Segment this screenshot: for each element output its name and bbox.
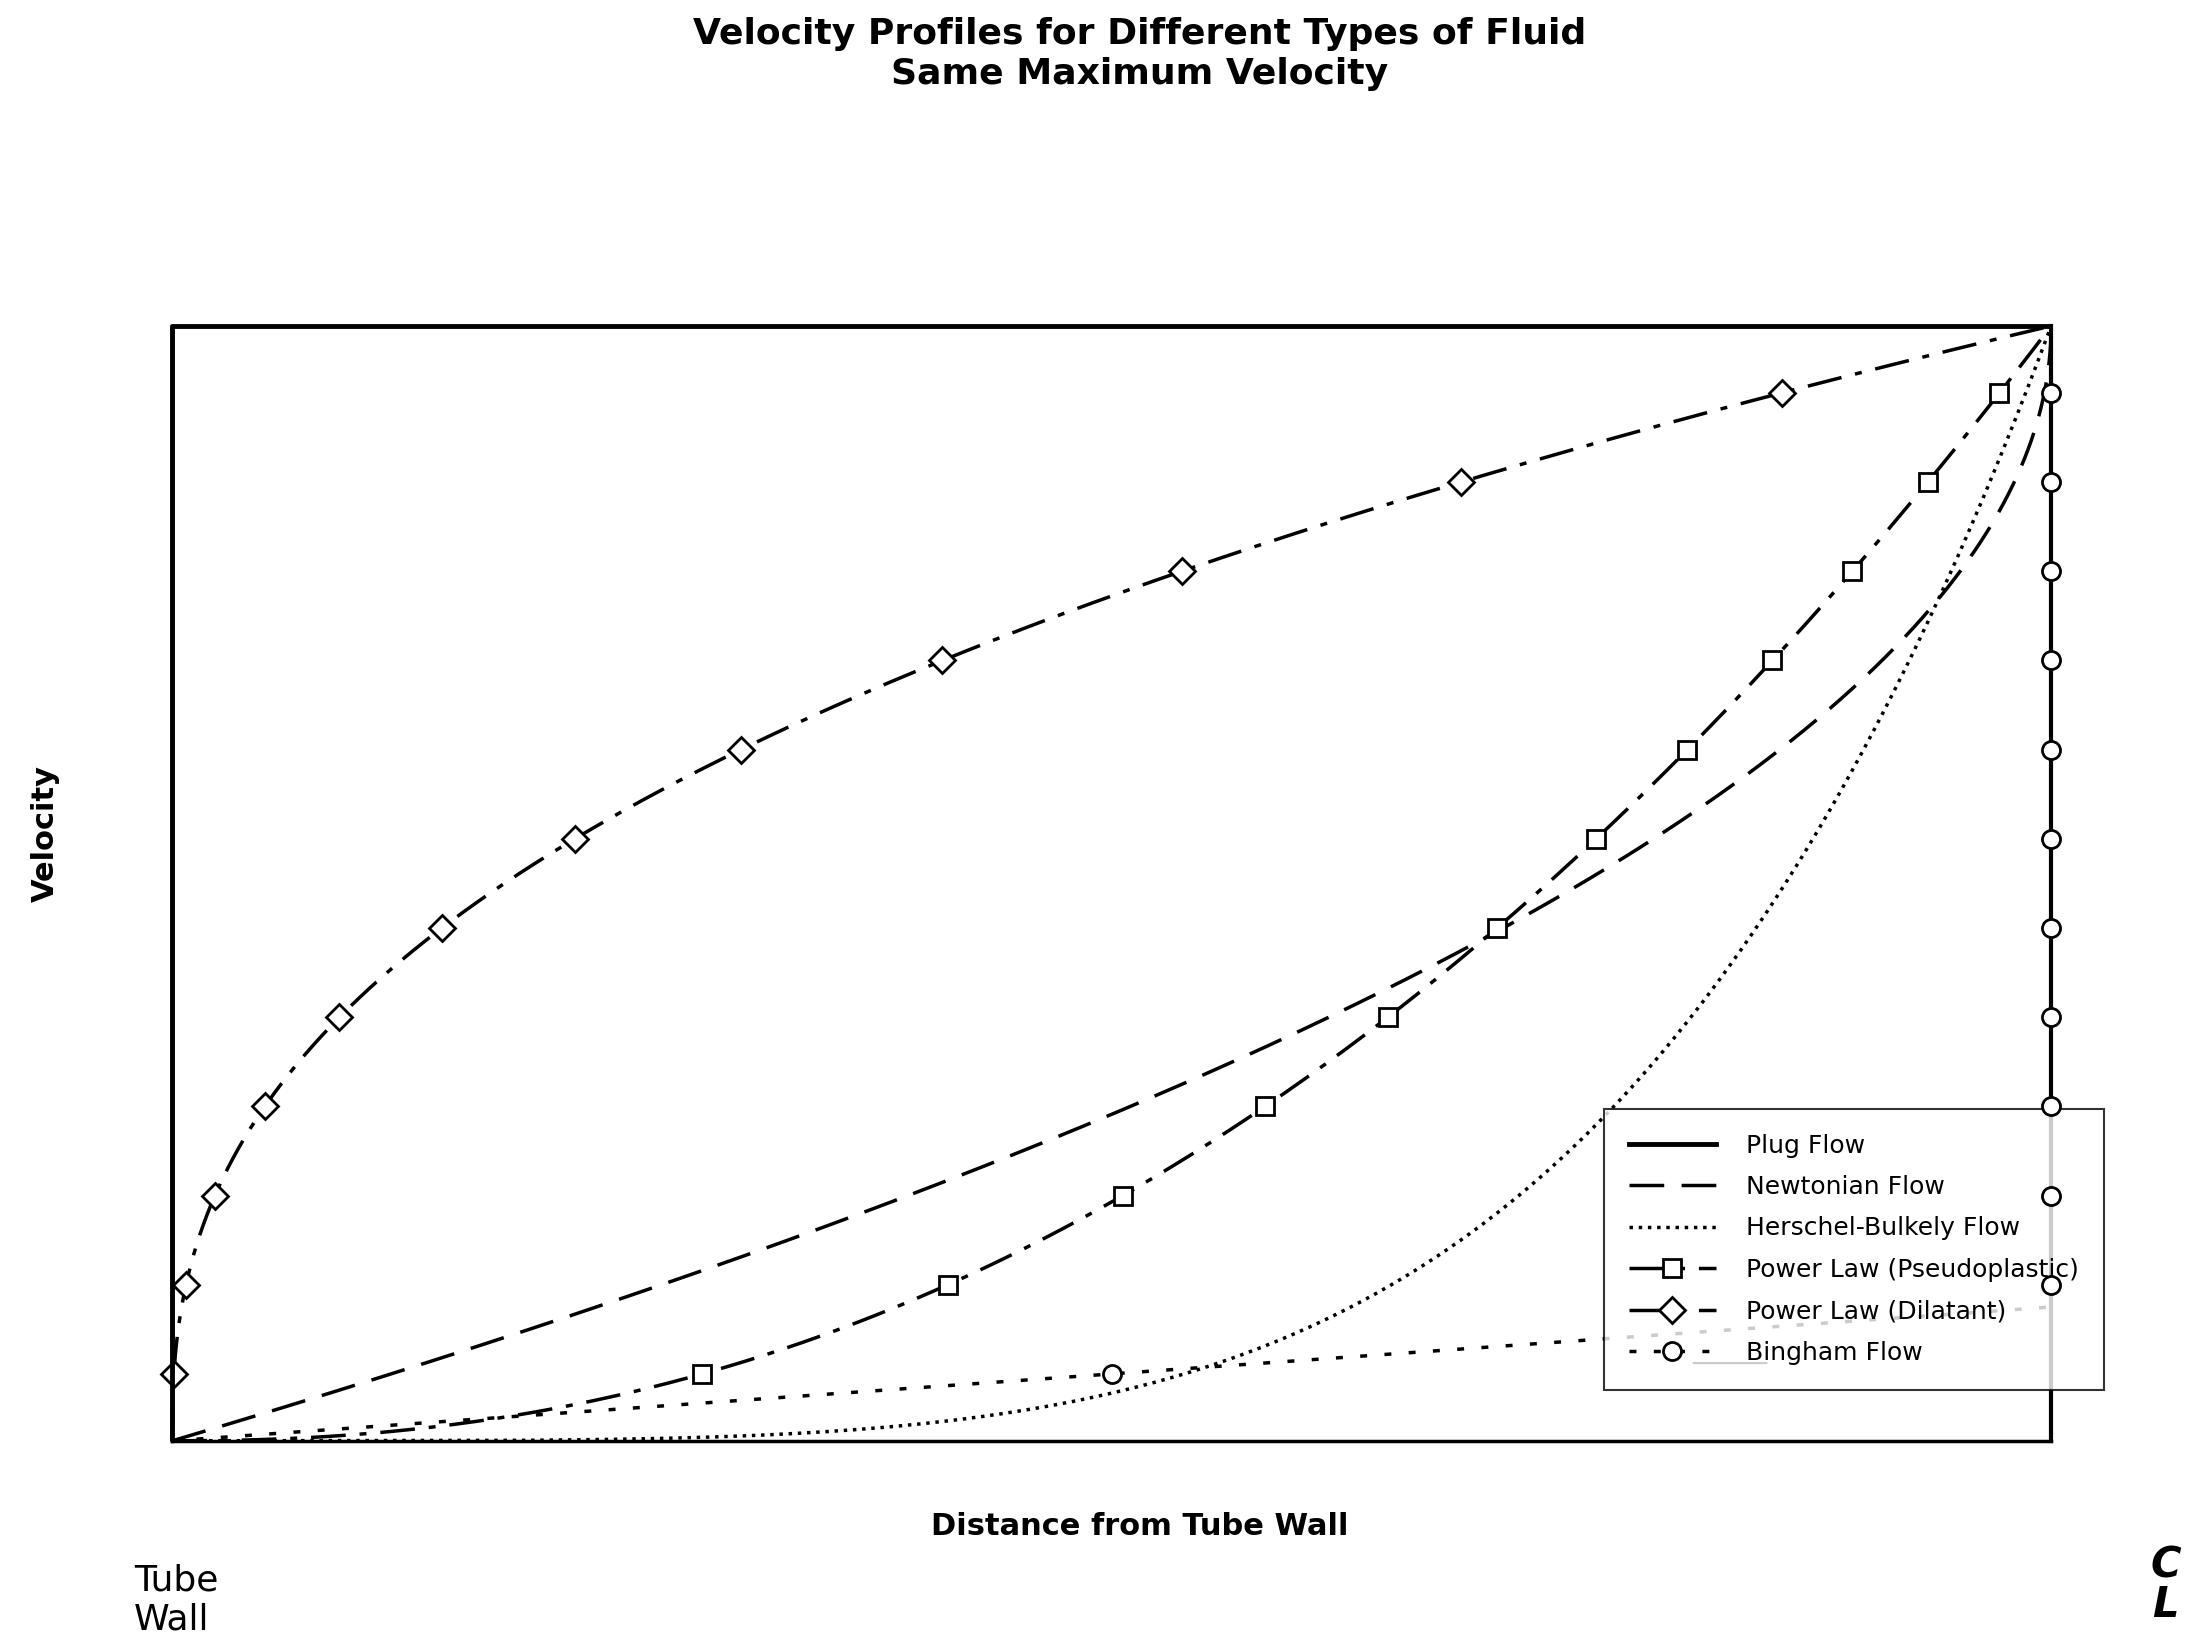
Text: Tube
Wall: Tube Wall xyxy=(134,1564,217,1637)
Text: C
L: C L xyxy=(2150,1544,2181,1625)
Legend: Plug Flow, Newtonian Flow, Herschel-Bulkely Flow, Power Law (Pseudoplastic), Pow: Plug Flow, Newtonian Flow, Herschel-Bulk… xyxy=(1605,1109,2104,1389)
Text: Distance from Tube Wall: Distance from Tube Wall xyxy=(932,1511,1348,1541)
Text: Velocity Profiles for Different Types of Fluid
Same Maximum Velocity: Velocity Profiles for Different Types of… xyxy=(693,18,1587,91)
Text: Velocity: Velocity xyxy=(31,764,59,903)
Text: ─────: ───── xyxy=(1692,1353,1767,1376)
